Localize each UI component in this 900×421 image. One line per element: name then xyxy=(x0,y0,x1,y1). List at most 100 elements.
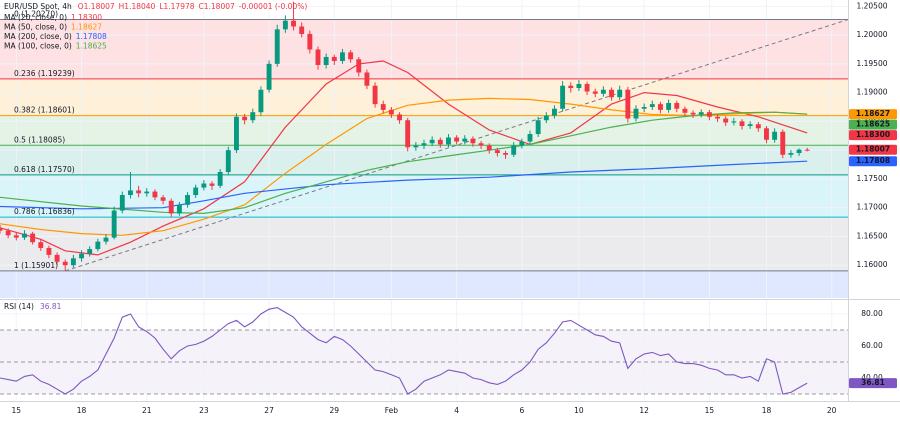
candle-body xyxy=(307,33,313,50)
open: O1.18007 xyxy=(78,2,115,11)
candle-body xyxy=(30,233,36,243)
legend-name: MA (200, close, 0) xyxy=(4,32,72,41)
x-tick-label: 23 xyxy=(199,406,209,415)
candle-body xyxy=(234,116,239,151)
candle-body xyxy=(552,108,557,116)
candle-body xyxy=(299,26,305,34)
candle-body xyxy=(388,109,394,115)
x-tick-label: 4 xyxy=(454,406,459,415)
candle-body xyxy=(698,112,704,115)
candle-body xyxy=(462,138,468,142)
rsi-title: RSI (14) 36.81 xyxy=(4,302,62,311)
x-tick-label: 29 xyxy=(330,406,340,415)
candle-body xyxy=(527,134,533,142)
candle-body xyxy=(511,145,517,155)
candle-body xyxy=(217,172,223,186)
candle-body xyxy=(494,150,500,154)
fib-label: 0.5 (1.18085) xyxy=(14,135,65,144)
candle-body xyxy=(291,20,296,27)
high: H1.18040 xyxy=(119,2,156,11)
candle-body xyxy=(633,108,639,119)
x-tick-label: 15 xyxy=(705,406,715,415)
candle-body xyxy=(70,258,76,266)
x-tick-label: Feb xyxy=(385,406,399,415)
candle-body xyxy=(13,235,19,238)
fib-label: 0.236 (1.19239) xyxy=(14,69,75,78)
candle-body xyxy=(429,139,435,144)
candle-body xyxy=(136,190,142,194)
price-badge-label: 1.18300 xyxy=(856,130,890,139)
candle-body xyxy=(617,89,623,98)
candle-body xyxy=(185,195,190,205)
x-tick-label: 12 xyxy=(639,406,649,415)
candle-body xyxy=(592,91,598,94)
fib-label: 0 (1.20270) xyxy=(14,10,58,19)
y-tick-label: 40.00 xyxy=(861,373,883,382)
low: L1.17978 xyxy=(159,2,194,11)
candle-body xyxy=(519,141,525,146)
candle-body xyxy=(168,200,174,214)
legend-entry: MA (20, close, 0) 1.18300 xyxy=(4,13,102,22)
candle-body xyxy=(437,139,443,145)
candle-body xyxy=(364,72,370,86)
candle-body xyxy=(706,112,712,117)
x-tick-label: 20 xyxy=(827,406,837,415)
candle-body xyxy=(225,150,231,173)
candle-body xyxy=(405,120,411,148)
candle-body xyxy=(576,83,582,89)
close: C1.18007 xyxy=(199,2,235,11)
candle-body xyxy=(682,108,688,113)
candle-body xyxy=(796,149,802,154)
fib-label: 0.382 (1.18601) xyxy=(14,106,75,115)
candle-body xyxy=(282,20,288,30)
candle-body xyxy=(690,112,696,115)
candle-body xyxy=(568,85,574,89)
price-badge xyxy=(849,156,897,167)
candle-body xyxy=(193,187,199,196)
candle-body xyxy=(152,191,158,198)
candle-body xyxy=(584,83,590,92)
candle-body xyxy=(103,237,109,242)
rsi-name: RSI (14) xyxy=(4,302,34,311)
candle-body xyxy=(95,241,101,250)
candle-body xyxy=(144,191,150,194)
candle-body xyxy=(79,253,84,259)
candle-body xyxy=(380,104,386,110)
candle-body xyxy=(649,104,655,108)
legend-name: MA (50, close, 0) xyxy=(4,23,67,32)
y-tick-label: 1.19500 xyxy=(856,59,887,68)
candle-body xyxy=(22,233,27,238)
candle-body xyxy=(46,247,52,255)
y-tick-label: 80.00 xyxy=(861,309,883,318)
candle-body xyxy=(160,197,166,201)
candle-body xyxy=(609,89,614,98)
symbol: EUR/USD Spot, 4h xyxy=(4,2,72,11)
candle-body xyxy=(747,124,753,126)
candle-body xyxy=(340,52,345,61)
header: EUR/USD Spot, 4h O1.18007 H1.18040 L1.17978… xyxy=(4,2,307,11)
legend-value: 1.18300 xyxy=(71,13,102,22)
candle-body xyxy=(128,190,133,196)
candle-body xyxy=(658,104,663,110)
rsi-badge-label: 36.81 xyxy=(861,378,885,387)
candle-body xyxy=(755,124,761,129)
candle-body xyxy=(788,153,794,155)
candle-body xyxy=(0,227,3,231)
x-tick-label: 18 xyxy=(77,406,87,415)
ma-line xyxy=(0,160,808,210)
candle-body xyxy=(54,254,60,262)
candle-body xyxy=(535,120,541,135)
candle-body xyxy=(315,49,321,66)
candle-body xyxy=(250,112,256,121)
price-badge-label: 1.18007 xyxy=(856,145,890,154)
candle-body xyxy=(804,149,810,151)
candle-body xyxy=(723,118,729,123)
price-badge-label: 1.18625 xyxy=(856,120,890,129)
legend-entry: MA (100, close, 0) 1.18625 xyxy=(4,42,107,51)
y-tick-label: 60.00 xyxy=(861,341,883,350)
candle-body xyxy=(5,230,11,236)
candle-body xyxy=(478,143,484,146)
legend-entry: MA (50, close, 0) 1.18627 xyxy=(4,23,102,32)
